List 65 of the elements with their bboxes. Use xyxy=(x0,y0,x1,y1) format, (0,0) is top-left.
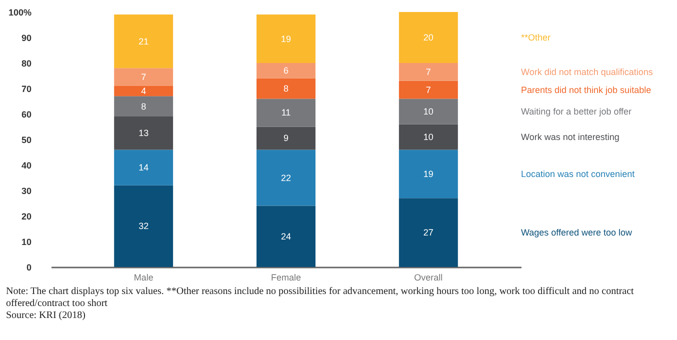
bar xyxy=(114,68,174,86)
y-tick-label: 80 xyxy=(21,58,32,68)
bar xyxy=(398,198,458,267)
bar xyxy=(398,98,458,124)
text: Parents did not think job suitable xyxy=(521,84,652,95)
source-note: Source: KRI (2018) xyxy=(6,310,86,322)
bar xyxy=(114,14,174,68)
text: Wages offered were too low xyxy=(521,228,633,238)
bar xyxy=(256,98,316,127)
data-label: 7 xyxy=(426,84,431,95)
data-label: 19 xyxy=(280,34,292,44)
data-label: 4 xyxy=(141,86,146,96)
y-tick-label: 100% xyxy=(8,8,32,18)
data-label: 8 xyxy=(283,84,289,94)
bar xyxy=(398,124,458,150)
bar xyxy=(114,86,174,96)
bar xyxy=(398,12,458,63)
data-label: 19 xyxy=(423,168,434,179)
y-tick-label: 70 xyxy=(21,84,32,94)
bar xyxy=(398,150,458,198)
bar xyxy=(114,185,174,267)
data-label: 32 xyxy=(138,221,149,232)
y-tick-label: 0 xyxy=(26,262,32,272)
bar xyxy=(398,80,458,99)
bar xyxy=(256,63,316,78)
data-label: 6 xyxy=(283,66,289,76)
data-label: 10 xyxy=(423,132,434,142)
data-label: 21 xyxy=(138,36,149,46)
text: **Other xyxy=(521,32,551,42)
data-label: 9 xyxy=(283,133,289,144)
x-tick-label: Male xyxy=(134,272,154,282)
data-label: 7 xyxy=(141,72,146,82)
y-tick-label: 10 xyxy=(21,237,32,247)
text: Location was not convenient xyxy=(521,168,636,179)
text: Waiting for a better job offer xyxy=(521,106,632,116)
y-tick-label: 40 xyxy=(21,160,32,170)
data-label: 11 xyxy=(281,108,291,118)
bar xyxy=(256,150,316,206)
data-label: 10 xyxy=(423,106,434,116)
text: Note: The chart displays top six values. **Other reasons include no possibilities for advancement, working hours too long, work too difficult and no contract offered/contract too short xyxy=(6,286,635,310)
data-label: 8 xyxy=(141,101,146,112)
bar xyxy=(256,78,316,99)
data-label: 24 xyxy=(280,231,292,242)
bar xyxy=(114,96,174,117)
bar xyxy=(256,14,316,63)
x-tick-label: Overall xyxy=(414,272,443,282)
bar xyxy=(114,150,174,186)
data-label: 13 xyxy=(138,128,149,138)
y-tick-label: 20 xyxy=(21,212,32,222)
y-tick-label: 30 xyxy=(21,186,32,196)
bar xyxy=(114,116,174,150)
bar xyxy=(256,126,316,150)
data-label: 22 xyxy=(280,172,292,183)
y-tick-label: 90 xyxy=(21,33,32,43)
data-label: 7 xyxy=(426,66,431,77)
data-label: 20 xyxy=(423,32,434,42)
bar xyxy=(256,206,316,267)
data-label: 27 xyxy=(423,228,434,238)
data-label: 14 xyxy=(138,162,149,173)
bar xyxy=(398,63,458,81)
text: Work was not interesting xyxy=(521,132,620,142)
x-tick-label: Female xyxy=(270,272,302,282)
y-tick-label: 60 xyxy=(21,110,32,120)
text: Work did not match qualifications xyxy=(521,66,654,77)
y-tick-label: 50 xyxy=(21,135,32,145)
